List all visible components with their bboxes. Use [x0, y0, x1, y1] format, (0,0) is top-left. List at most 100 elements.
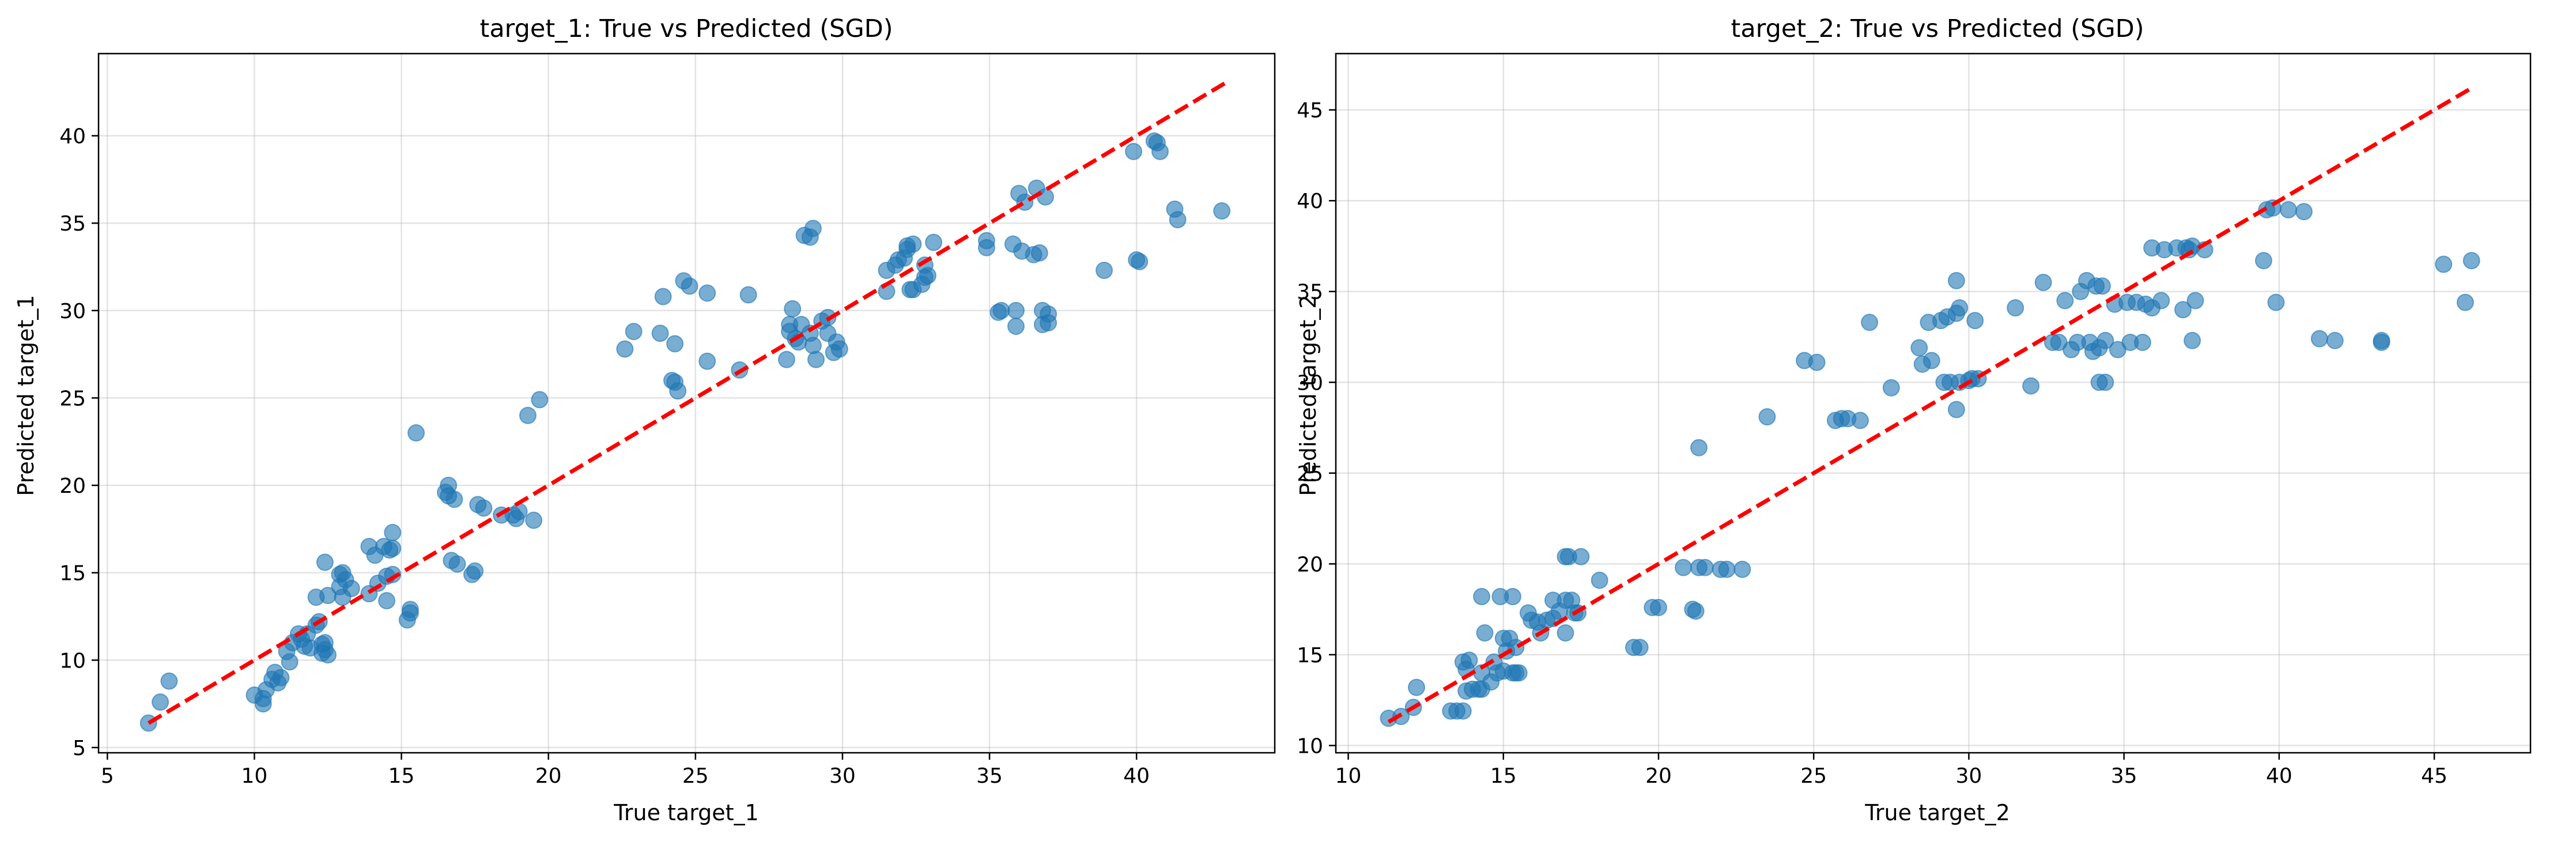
- scatter-point: [616, 340, 634, 358]
- scatter-point: [2022, 377, 2040, 395]
- scatter-point: [445, 491, 463, 508]
- scatter-point: [681, 277, 698, 295]
- x-tick-label: 10: [241, 764, 268, 788]
- chart-panel-target-2: target_2: True vs Predicted (SGD) True t…: [1295, 14, 2532, 825]
- scatter-point: [448, 555, 466, 573]
- scatter-point: [1510, 664, 1528, 682]
- scatter-point: [1882, 379, 1900, 397]
- chart-title: target_2: True vs Predicted (SGD): [1731, 14, 2144, 43]
- scatter-point: [2133, 333, 2151, 351]
- y-tick-label: 10: [1297, 734, 1323, 758]
- scatter-point: [1851, 412, 1869, 429]
- x-tick-label: 15: [1490, 764, 1517, 788]
- scatter-point: [160, 672, 178, 690]
- scatter-point: [739, 286, 757, 304]
- y-tick-label: 20: [59, 474, 86, 498]
- scatter-point: [1733, 560, 1751, 578]
- scatter-point: [1151, 142, 1169, 160]
- scatter-point: [807, 350, 825, 368]
- y-tick-label: 45: [1297, 99, 1323, 123]
- scatter-point: [919, 267, 936, 285]
- scatter-point: [1557, 624, 1574, 642]
- scatter-point: [1861, 314, 1879, 331]
- reference-line-ideal: [147, 81, 1226, 725]
- reference-line-ideal: [1387, 86, 2473, 724]
- x-tick-label: 40: [1123, 764, 1150, 788]
- y-tick-label: 30: [59, 300, 86, 323]
- y-axis-label: Predicted target_1: [13, 295, 39, 496]
- scatter-point: [1460, 651, 1478, 669]
- scatter-point: [1030, 244, 1048, 262]
- x-tick-label: 10: [1335, 764, 1362, 788]
- scatter-point: [378, 592, 396, 610]
- scatter-point: [1096, 262, 1113, 280]
- scatter-point: [1213, 202, 1231, 220]
- scatter-point: [1504, 588, 1521, 606]
- y-tick-label: 40: [1297, 190, 1323, 213]
- scatter-point: [2280, 201, 2298, 218]
- scatter-point: [2267, 293, 2285, 311]
- scatter-point: [2034, 273, 2052, 291]
- scatter-point: [1169, 211, 1187, 229]
- plot-frame: [1335, 52, 2532, 754]
- scatter-point: [2310, 330, 2328, 348]
- scatter-point: [1131, 252, 1149, 270]
- scatter-point: [1591, 571, 1608, 589]
- chart-title: target_1: True vs Predicted (SGD): [479, 14, 893, 43]
- x-tick-label: 5: [101, 764, 114, 788]
- scatter-point: [1407, 678, 1425, 696]
- scatter-point: [1454, 702, 1472, 720]
- scatter-point: [1696, 559, 1714, 576]
- scatter-point: [1675, 559, 1693, 576]
- scatter-point: [384, 540, 402, 557]
- scatter-point: [319, 646, 337, 664]
- plot-frame: [97, 52, 1276, 754]
- x-tick-label: 35: [2111, 764, 2137, 788]
- y-tick-label: 25: [59, 387, 86, 410]
- scatter-point: [1476, 624, 1494, 642]
- scatter-point: [401, 601, 419, 618]
- scatter-point: [281, 653, 299, 671]
- scatter-point: [1718, 560, 1736, 578]
- scatter-point: [1473, 588, 1491, 606]
- scatter-point: [531, 391, 549, 409]
- y-tick-label: 15: [1297, 644, 1323, 667]
- scatter-point: [342, 579, 360, 597]
- scatter-point: [1947, 401, 1965, 418]
- scatter-point: [2373, 333, 2390, 351]
- scatter-point: [651, 325, 669, 342]
- scatter-point: [830, 340, 848, 358]
- scatter-point: [698, 284, 716, 302]
- scatter-point: [625, 323, 643, 341]
- scatter-point: [2093, 277, 2111, 295]
- scatter-point: [1808, 353, 1826, 371]
- x-tick-label: 25: [682, 764, 709, 788]
- scatter-point: [1572, 548, 1590, 565]
- scatter-point: [804, 220, 822, 237]
- scatter-point: [777, 350, 795, 368]
- x-tick-label: 40: [2266, 764, 2292, 788]
- x-tick-label: 45: [2421, 764, 2447, 788]
- scatter-point: [1649, 598, 1667, 616]
- scatter-point: [2186, 292, 2204, 310]
- x-axis-label: True target_2: [1864, 800, 2010, 825]
- scatter-point: [977, 232, 995, 250]
- scatter-point: [925, 233, 943, 251]
- scatter-point: [2456, 293, 2474, 311]
- scatter-point: [1040, 305, 1057, 323]
- scatter-point: [1007, 318, 1025, 335]
- scatter-point: [2007, 299, 2024, 317]
- y-tick-label: 15: [59, 562, 86, 586]
- scatter-point: [1758, 408, 1776, 426]
- x-tick-label: 15: [388, 764, 415, 788]
- scatter-point: [1690, 439, 1708, 457]
- y-tick-label: 10: [59, 649, 86, 673]
- scatter-point: [654, 288, 672, 305]
- scatter-point: [1125, 142, 1143, 160]
- scatter-point: [1947, 271, 1965, 289]
- scatter-point: [2097, 331, 2114, 349]
- scatter-point: [804, 337, 822, 354]
- scatter-point: [904, 235, 922, 253]
- scatter-point: [1922, 352, 1940, 369]
- scatter-point: [2174, 301, 2192, 319]
